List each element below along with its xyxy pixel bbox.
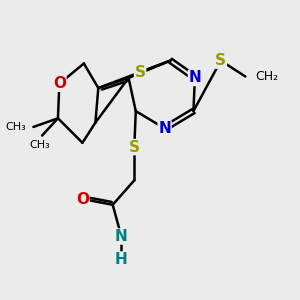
Text: N: N — [115, 229, 128, 244]
Text: O: O — [53, 76, 66, 91]
Text: CH₃: CH₃ — [29, 140, 50, 150]
Text: CH₂: CH₂ — [255, 70, 278, 83]
Text: S: S — [135, 65, 146, 80]
Text: O: O — [76, 191, 89, 206]
Text: CH₃: CH₃ — [5, 122, 26, 132]
Text: N: N — [188, 70, 201, 86]
Text: N: N — [158, 121, 171, 136]
Text: S: S — [215, 53, 226, 68]
Text: H: H — [115, 252, 128, 267]
Text: S: S — [129, 140, 140, 154]
